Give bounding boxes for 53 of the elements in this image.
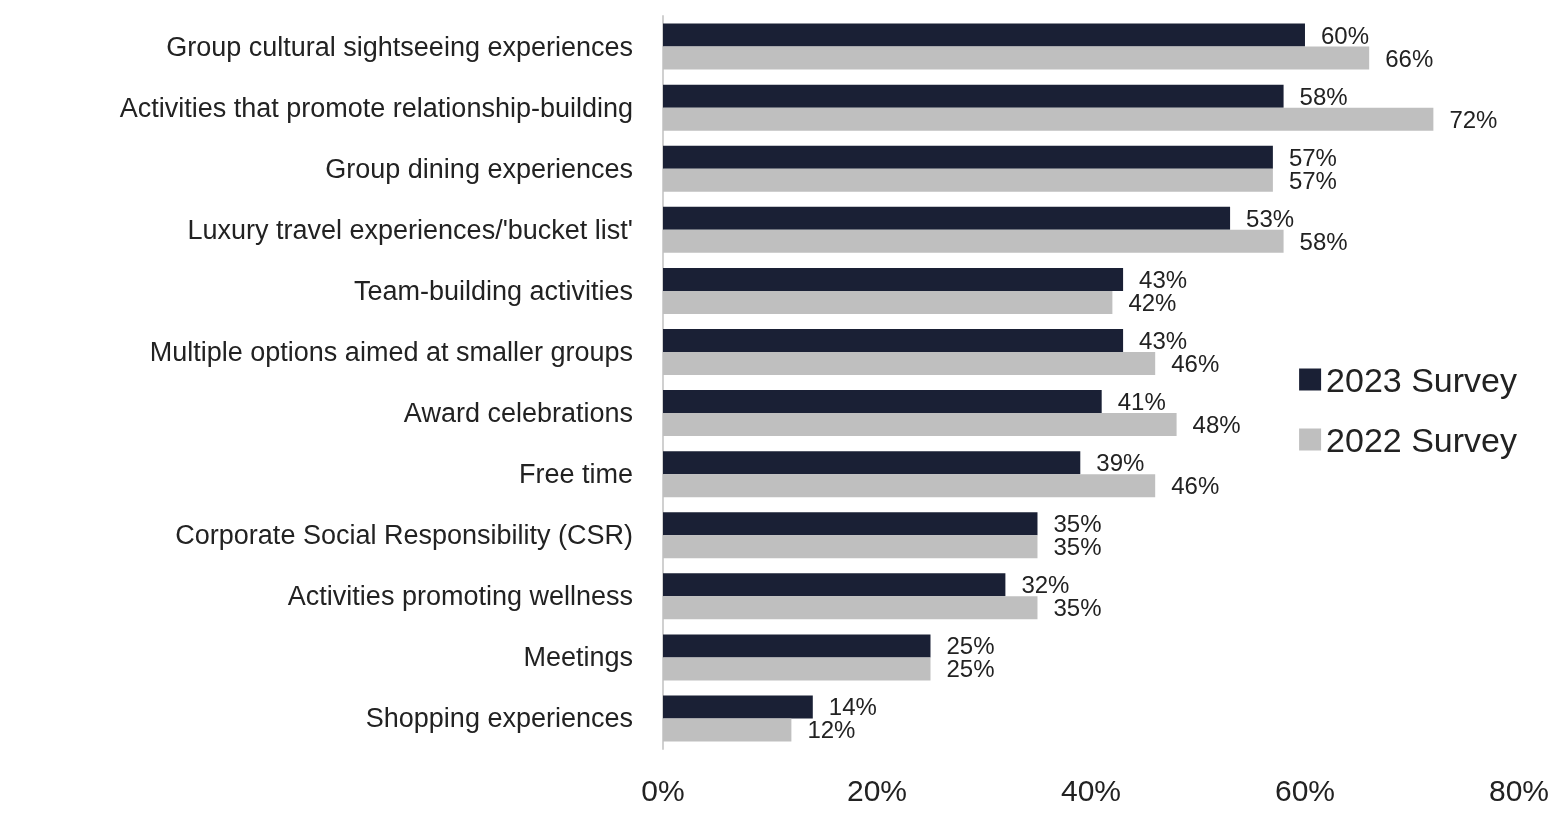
bar xyxy=(663,573,1006,597)
bar xyxy=(663,107,1434,131)
y-tick-label: Activities promoting wellness xyxy=(287,581,633,612)
data-label: 41% xyxy=(1117,388,1166,416)
bar xyxy=(663,451,1081,475)
x-tick-label: 80% xyxy=(1488,773,1549,807)
y-tick-label: Free time xyxy=(518,459,633,490)
bar xyxy=(663,657,931,681)
y-tick-label: Multiple options aimed at smaller groups xyxy=(149,336,633,367)
bar xyxy=(663,596,1038,620)
x-tick-label: 60% xyxy=(1274,773,1336,807)
bar xyxy=(663,718,792,742)
data-label: 66% xyxy=(1385,44,1434,72)
bar xyxy=(663,535,1038,559)
x-tick-label: 40% xyxy=(1060,773,1122,807)
data-label: 48% xyxy=(1192,411,1241,439)
data-label: 58% xyxy=(1299,227,1348,255)
data-label: 53% xyxy=(1246,204,1295,232)
bar xyxy=(663,351,1156,375)
x-tick-label: 20% xyxy=(846,773,908,807)
data-label: 60% xyxy=(1320,21,1370,49)
data-label: 46% xyxy=(1171,472,1220,500)
y-tick-label: Group dining experiences xyxy=(325,153,633,184)
bar xyxy=(663,23,1305,47)
data-label: 58% xyxy=(1299,82,1348,110)
y-tick-label: Luxury travel experiences/'bucket list' xyxy=(187,214,633,245)
bar xyxy=(663,474,1156,498)
x-tick-label: 0% xyxy=(641,773,685,807)
bar xyxy=(663,634,931,658)
bar xyxy=(663,84,1284,108)
data-label: 72% xyxy=(1449,105,1498,133)
bar xyxy=(663,413,1177,437)
legend-label: 2023 Survey xyxy=(1326,360,1517,399)
bar xyxy=(663,229,1284,253)
y-tick-label: Activities that promote relationship-building xyxy=(119,92,633,123)
bar xyxy=(663,390,1102,414)
y-tick-label: Award celebrations xyxy=(403,398,633,429)
bar xyxy=(663,512,1038,536)
bar xyxy=(663,267,1124,291)
y-tick-label: Team-building activities xyxy=(353,275,633,306)
y-tick-label: Meetings xyxy=(523,642,633,673)
y-tick-label: Shopping experiences xyxy=(365,703,633,734)
bar xyxy=(663,206,1231,230)
y-tick-label: Corporate Social Responsibility (CSR) xyxy=(175,520,633,551)
bar xyxy=(663,328,1124,352)
bar xyxy=(663,290,1113,314)
bar xyxy=(663,145,1273,169)
y-tick-label: Group cultural sightseeing experiences xyxy=(166,31,633,62)
bar xyxy=(663,46,1370,70)
bar xyxy=(663,168,1273,192)
bar xyxy=(663,695,813,719)
data-label: 39% xyxy=(1096,449,1145,477)
legend-label: 2022 Survey xyxy=(1326,420,1517,459)
